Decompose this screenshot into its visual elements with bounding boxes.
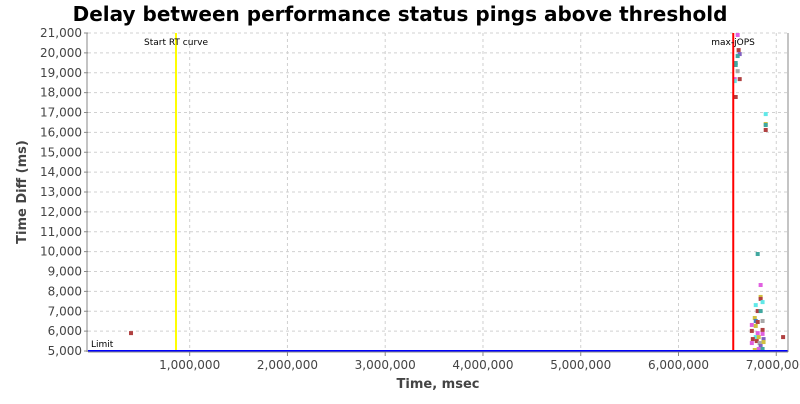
y-tick-label: 15,000: [40, 145, 82, 159]
data-point: [758, 344, 763, 349]
data-point: [735, 54, 740, 59]
chart-title: Delay between performance status pings a…: [73, 2, 728, 26]
data-point: [756, 335, 761, 340]
data-point: [737, 52, 742, 57]
x-axis-label: Time, msec: [397, 377, 480, 392]
marker-label: Limit: [91, 340, 114, 350]
y-tick-label: 19,000: [40, 66, 82, 80]
data-point: [753, 303, 758, 308]
y-tick-label: 20,000: [40, 46, 82, 60]
data-point: [760, 300, 765, 305]
y-tick-label: 12,000: [40, 205, 82, 219]
data-point: [749, 322, 754, 327]
data-point: [756, 347, 761, 352]
data-point: [737, 77, 742, 82]
data-point: [760, 347, 765, 352]
data-point: [735, 32, 740, 37]
data-point: [763, 127, 768, 132]
data-point: [760, 331, 765, 336]
data-point: [753, 323, 758, 328]
x-tick-label: 2,000,000: [257, 358, 318, 372]
y-tick-label: 6,000: [48, 324, 82, 338]
data-point: [760, 327, 765, 332]
data-point: [732, 79, 737, 84]
data-point: [755, 319, 760, 324]
y-tick-label: 11,000: [40, 225, 82, 239]
data-point: [761, 337, 766, 342]
y-tick-label: 9,000: [48, 265, 82, 279]
data-point: [755, 252, 760, 257]
x-tick-label: 3,000,000: [355, 358, 416, 372]
marker-label: max-jOPS: [711, 38, 755, 48]
data-point: [757, 341, 762, 346]
data-point: [749, 341, 754, 346]
data-point: [749, 328, 754, 333]
data-point: [735, 69, 740, 74]
data-point: [758, 296, 763, 301]
x-tick-label: 1,000,000: [159, 358, 220, 372]
data-point: [761, 340, 766, 345]
marker-lines: Start RT curve max-jOPS Limit: [88, 33, 788, 352]
y-tick-label: 14,000: [40, 165, 82, 179]
y-tick-label: 5,000: [48, 344, 82, 358]
x-tick-label: 7,000,000: [746, 358, 800, 372]
data-point: [763, 123, 768, 128]
marker-label: Start RT curve: [144, 38, 208, 48]
y-tick-label: 17,000: [40, 106, 82, 120]
data-point: [760, 318, 765, 323]
y-tick-label: 7,000: [48, 304, 82, 318]
y-tick-label: 16,000: [40, 125, 82, 139]
data-point: [733, 62, 738, 67]
data-point: [753, 335, 758, 340]
data-point: [781, 335, 786, 340]
data-point: [752, 316, 757, 321]
x-tick-label: 6,000,000: [648, 358, 709, 372]
x-tick-label: 5,000,000: [550, 358, 611, 372]
data-point: [750, 337, 755, 342]
y-tick-label: 8,000: [48, 284, 82, 298]
data-point: [758, 283, 763, 288]
y-tick-label: 13,000: [40, 185, 82, 199]
data-point: [736, 48, 741, 53]
y-tick-label: 18,000: [40, 86, 82, 100]
grid: [88, 32, 788, 352]
data-point: [733, 94, 738, 99]
data-point: [758, 309, 763, 314]
x-tick-label: 4,000,000: [452, 358, 513, 372]
y-tick-label: 10,000: [40, 245, 82, 259]
data-point: [763, 112, 768, 117]
y-axis-label: Time Diff (ms): [15, 140, 30, 244]
data-point: [129, 331, 134, 336]
data-points: [129, 32, 786, 353]
y-tick-label: 21,000: [40, 26, 82, 40]
data-point: [754, 339, 759, 344]
ticks: 5,000 6,000 7,000 8,000 9,000 10,000 11,000 12,…: [40, 26, 800, 372]
data-point: [755, 309, 760, 314]
data-point: [755, 331, 760, 336]
